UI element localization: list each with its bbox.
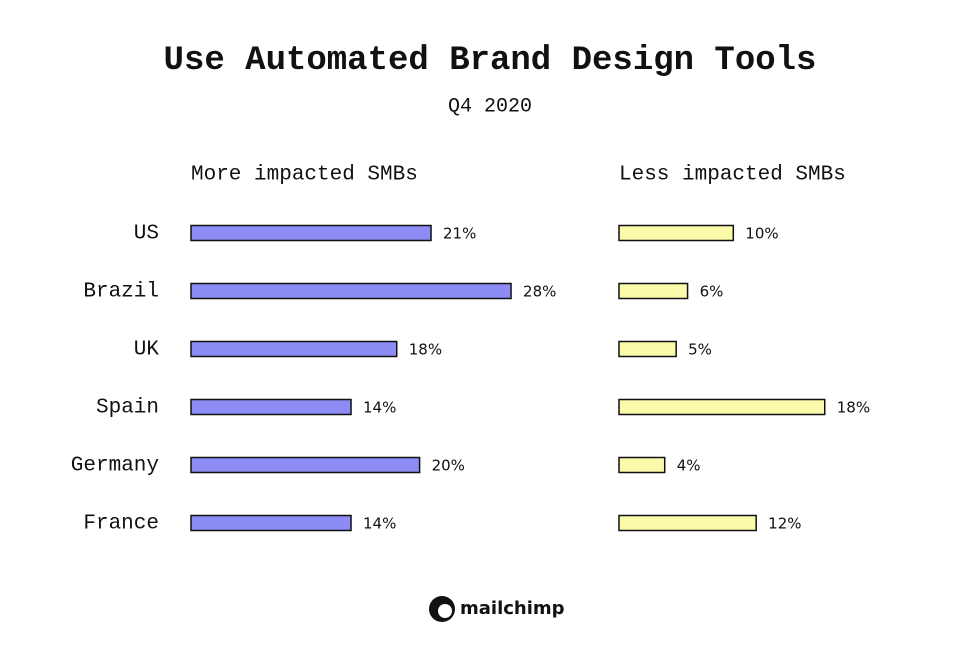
brand-logo: mailchimp bbox=[429, 596, 565, 622]
chart-subtitle: Q4 2020 bbox=[448, 95, 532, 118]
chart-title: Use Automated Brand Design Tools bbox=[164, 42, 817, 80]
bar bbox=[190, 514, 352, 532]
value-label: 5% bbox=[688, 341, 712, 359]
value-label: 14% bbox=[363, 399, 396, 417]
bar bbox=[618, 456, 666, 474]
category-label: Germany bbox=[71, 455, 159, 478]
bar bbox=[190, 340, 398, 358]
legend-label: More impacted SMBs bbox=[191, 164, 418, 187]
value-label: 18% bbox=[409, 341, 442, 359]
bar bbox=[190, 398, 352, 416]
bar bbox=[190, 282, 512, 300]
bar bbox=[618, 282, 689, 300]
legend-label: Less impacted SMBs bbox=[619, 164, 846, 187]
category-label: UK bbox=[134, 339, 160, 362]
bar bbox=[618, 514, 757, 532]
bar bbox=[618, 398, 826, 416]
category-label: Brazil bbox=[83, 281, 159, 304]
value-label: 4% bbox=[677, 457, 701, 475]
value-label: 10% bbox=[745, 225, 778, 243]
bar bbox=[618, 224, 735, 242]
value-label: 18% bbox=[837, 399, 870, 417]
value-label: 12% bbox=[768, 515, 801, 533]
logo-icon-face bbox=[438, 604, 452, 618]
brand-name: mailchimp bbox=[460, 598, 565, 619]
bar bbox=[190, 456, 421, 474]
bar bbox=[618, 340, 677, 358]
value-label: 6% bbox=[700, 283, 724, 301]
value-label: 20% bbox=[432, 457, 465, 475]
value-label: 14% bbox=[363, 515, 396, 533]
value-label: 21% bbox=[443, 225, 476, 243]
category-label: France bbox=[83, 513, 159, 536]
bar bbox=[190, 224, 432, 242]
category-label: US bbox=[134, 223, 159, 246]
value-label: 28% bbox=[523, 283, 556, 301]
category-label: Spain bbox=[96, 397, 159, 420]
